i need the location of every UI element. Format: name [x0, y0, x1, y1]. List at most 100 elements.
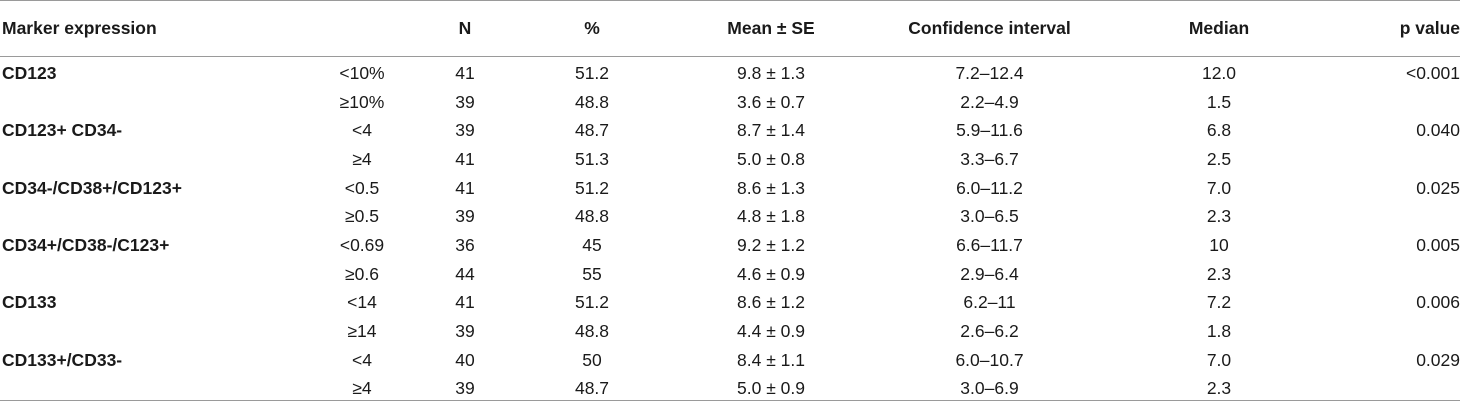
- cell-percent: 48.7: [574, 378, 610, 399]
- cell-confidence-interval: 6.6–11.7: [956, 234, 1023, 255]
- cell-n: 39: [455, 378, 475, 399]
- cell-percent: 48.8: [574, 91, 610, 112]
- cell-threshold: <0.69: [339, 234, 385, 255]
- cell-marker: CD133+/CD33-: [2, 349, 123, 370]
- cell-threshold: <10%: [339, 62, 385, 83]
- cell-n: 40: [455, 349, 475, 370]
- cell-marker: [0, 88, 302, 117]
- cell-p-value: [1325, 375, 1460, 403]
- cell-threshold: <4: [352, 120, 372, 141]
- table-row: CD133+/CD33- <4 40 50 8.4 ± 1.1 6.0–10.7 7.0 0.…: [0, 346, 1460, 375]
- cell-median: 2.5: [1206, 148, 1232, 169]
- cell-mean-se: 9.8 ± 1.3: [737, 62, 805, 83]
- cell-confidence-interval: 6.0–10.7: [955, 349, 1024, 370]
- cell-marker: CD123+ CD34-: [2, 120, 123, 141]
- cell-median: 1.5: [1206, 91, 1232, 112]
- header-mean-se: Mean ± SE: [727, 17, 815, 38]
- cell-n: 39: [455, 206, 475, 227]
- cell-threshold: ≥0.5: [345, 206, 379, 227]
- cell-marker: [0, 145, 302, 174]
- cell-median: 7.2: [1206, 292, 1232, 313]
- cell-median: 10: [1209, 234, 1229, 255]
- cell-mean-se: 4.8 ± 1.8: [737, 206, 805, 227]
- cell-median: 2.3: [1206, 263, 1232, 284]
- cell-p-value: [1325, 88, 1460, 117]
- table-header-rule: [0, 56, 1460, 57]
- header-marker-expression: Marker expression: [2, 17, 157, 38]
- header-n: N: [458, 17, 472, 38]
- cell-p-value: [1325, 145, 1460, 174]
- cell-percent: 50: [582, 349, 602, 370]
- cell-confidence-interval: 7.2–12.4: [955, 62, 1024, 83]
- cell-median: 2.3: [1206, 206, 1232, 227]
- cell-median: 7.0: [1206, 349, 1232, 370]
- cell-median: 6.8: [1206, 120, 1232, 141]
- cell-confidence-interval: 3.3–6.7: [960, 148, 1019, 169]
- cell-median: 2.3: [1206, 378, 1232, 399]
- cell-mean-se: 8.7 ± 1.4: [737, 120, 805, 141]
- cell-n: 36: [455, 234, 475, 255]
- cell-percent: 45: [582, 234, 602, 255]
- table-row: CD34+/CD38-/C123+ <0.69 36 45 9.2 ± 1.2 6.6–1…: [0, 231, 1460, 260]
- cell-confidence-interval: 3.0–6.9: [960, 378, 1019, 399]
- table-row: ≥0.5 39 48.8 4.8 ± 1.8 3.0–6.5 2.3: [0, 202, 1460, 231]
- cell-n: 41: [455, 177, 475, 198]
- cell-p-value: 0.029: [1416, 349, 1460, 370]
- table-row: CD123+ CD34- <4 39 48.7 8.7 ± 1.4 5.9–11.6 6.8…: [0, 116, 1460, 145]
- cell-marker: CD133: [2, 292, 57, 313]
- cell-percent: 48.8: [574, 206, 610, 227]
- cell-mean-se: 3.6 ± 0.7: [737, 91, 805, 112]
- cell-threshold: ≥4: [352, 378, 372, 399]
- cell-n: 41: [455, 148, 475, 169]
- table-row: ≥14 39 48.8 4.4 ± 0.9 2.6–6.2 1.8: [0, 317, 1460, 346]
- cell-marker: [0, 317, 302, 346]
- table-row: CD133 <14 41 51.2 8.6 ± 1.2 6.2–11 7.2 0.006: [0, 289, 1460, 318]
- cell-threshold: <4: [352, 349, 372, 370]
- cell-confidence-interval: 5.9–11.6: [956, 120, 1023, 141]
- cell-mean-se: 8.4 ± 1.1: [737, 349, 805, 370]
- cell-n: 44: [455, 263, 475, 284]
- table-body: CD123 <10% 41 51.2 9.8 ± 1.3 7.2–12.4 12.0 <0.0…: [0, 56, 1460, 403]
- table-row: ≥4 41 51.3 5.0 ± 0.8 3.3–6.7 2.5: [0, 145, 1460, 174]
- table-top-rule: [0, 0, 1460, 1]
- cell-marker: CD34-/CD38+/CD123+: [2, 177, 182, 198]
- cell-confidence-interval: 6.0–11.2: [956, 177, 1023, 198]
- cell-median: 1.8: [1206, 321, 1232, 342]
- cell-p-value: 0.040: [1416, 120, 1460, 141]
- cell-p-value: 0.005: [1416, 234, 1460, 255]
- cell-marker: [0, 202, 302, 231]
- cell-mean-se: 4.4 ± 0.9: [737, 321, 805, 342]
- cell-p-value: [1325, 260, 1460, 289]
- cell-percent: 48.8: [574, 321, 610, 342]
- cell-mean-se: 5.0 ± 0.9: [737, 378, 805, 399]
- cell-confidence-interval: 2.2–4.9: [960, 91, 1019, 112]
- table-row: ≥0.6 44 55 4.6 ± 0.9 2.9–6.4 2.3: [0, 260, 1460, 289]
- cell-mean-se: 8.6 ± 1.3: [737, 177, 805, 198]
- cell-marker: CD123: [2, 62, 57, 83]
- cell-n: 39: [455, 321, 475, 342]
- cell-threshold: <0.5: [344, 177, 380, 198]
- cell-confidence-interval: 3.0–6.5: [960, 206, 1019, 227]
- cell-threshold: ≥4: [352, 148, 372, 169]
- cell-percent: 51.2: [574, 292, 610, 313]
- cell-marker: [0, 260, 302, 289]
- cell-threshold: <14: [347, 292, 377, 313]
- cell-threshold: ≥14: [347, 321, 377, 342]
- table-row: ≥4 39 48.7 5.0 ± 0.9 3.0–6.9 2.3: [0, 375, 1460, 403]
- cell-percent: 48.7: [574, 120, 610, 141]
- header-threshold: [302, 0, 422, 56]
- cell-confidence-interval: 2.9–6.4: [960, 263, 1019, 284]
- cell-n: 39: [455, 91, 475, 112]
- header-median: Median: [1188, 17, 1250, 38]
- cell-mean-se: 5.0 ± 0.8: [737, 148, 805, 169]
- cell-mean-se: 9.2 ± 1.2: [737, 234, 805, 255]
- cell-marker: CD34+/CD38-/C123+: [2, 234, 170, 255]
- cell-p-value: 0.025: [1416, 177, 1460, 198]
- table-bottom-rule: [0, 400, 1460, 401]
- header-row: Marker expression N % Mean ± SE Confiden…: [0, 0, 1460, 56]
- table-row: CD123 <10% 41 51.2 9.8 ± 1.3 7.2–12.4 12.0 <0.0…: [0, 56, 1460, 88]
- table-header: Marker expression N % Mean ± SE Confiden…: [0, 0, 1460, 56]
- cell-confidence-interval: 2.6–6.2: [960, 321, 1019, 342]
- cell-percent: 51.3: [574, 148, 610, 169]
- header-percent: %: [584, 17, 600, 38]
